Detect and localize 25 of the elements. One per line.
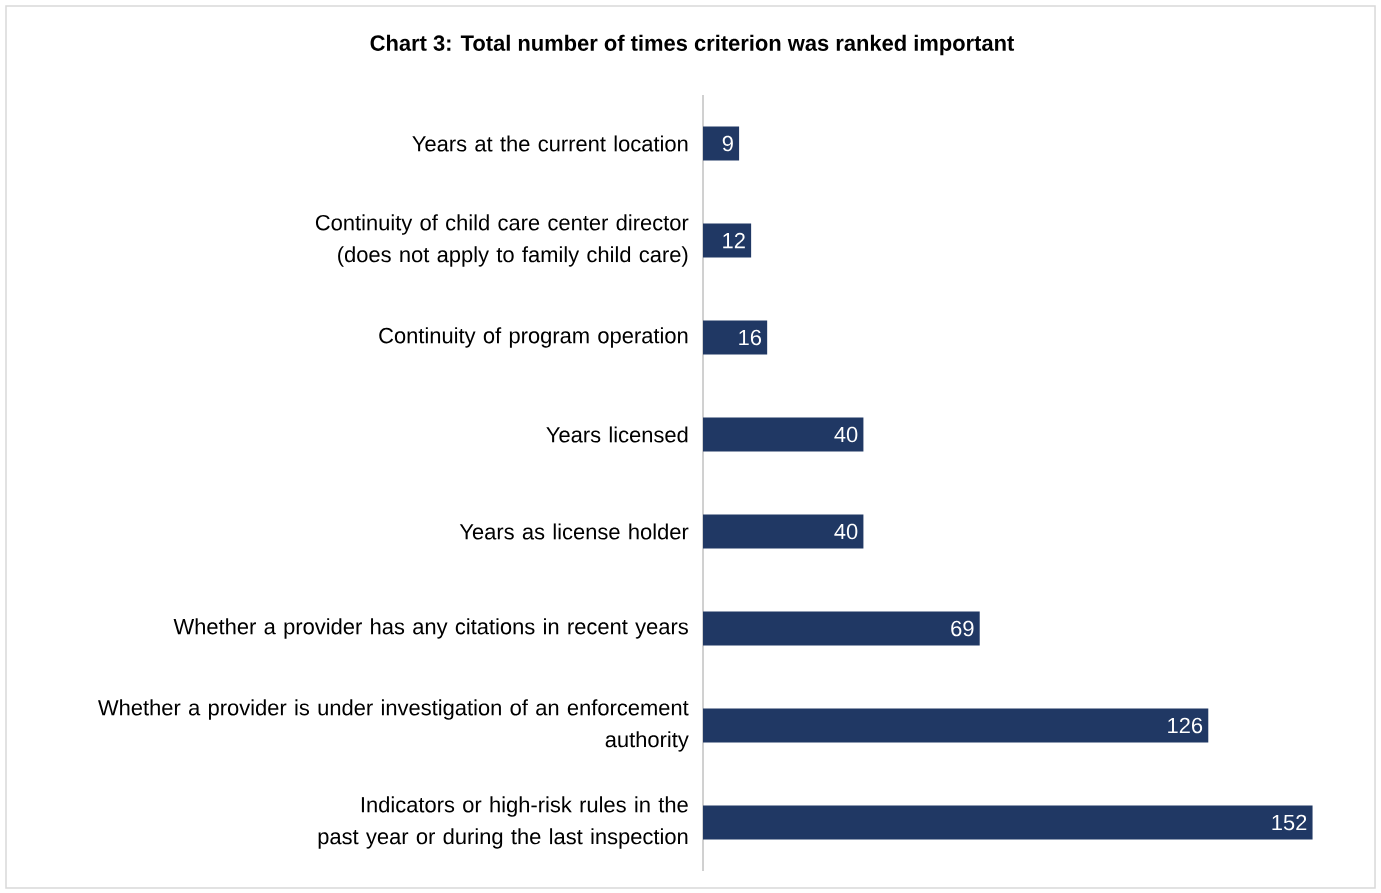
bar	[703, 708, 1209, 743]
data-label: 12	[723, 232, 745, 249]
data-label: 16	[739, 329, 762, 346]
bar	[703, 320, 768, 355]
bar	[703, 126, 740, 161]
data-label: 9	[722, 135, 733, 152]
y-tick-label: Years as license holder	[459, 523, 689, 540]
chart-title: Chart 3: Total number of times criterion was ranked important	[370, 34, 1015, 56]
bar	[703, 514, 864, 549]
y-tick-label: Indicators or high-risk rules in the past year or during the last inspection	[318, 796, 688, 849]
y-tick-label: Continuity of program operation	[379, 327, 688, 348]
y-tick-label: Whether a provider has any citations in recent years	[173, 618, 688, 639]
data-label: 126	[1168, 717, 1203, 734]
bar	[703, 417, 864, 452]
bar	[703, 805, 1313, 840]
data-label: 152	[1272, 814, 1307, 831]
data-label: 40	[834, 426, 858, 443]
bar	[703, 223, 752, 258]
y-tick-label: Whether a provider is under investigation of an enforcement authority	[98, 699, 689, 752]
y-tick-label: Years at the current location	[412, 135, 688, 152]
data-label: 40	[834, 523, 858, 540]
bar	[703, 611, 980, 646]
y-tick-label: Years licensed	[546, 426, 688, 443]
data-label: 69	[951, 620, 974, 637]
y-tick-label: Continuity of child care center director (does not apply to family child care)	[315, 214, 689, 267]
